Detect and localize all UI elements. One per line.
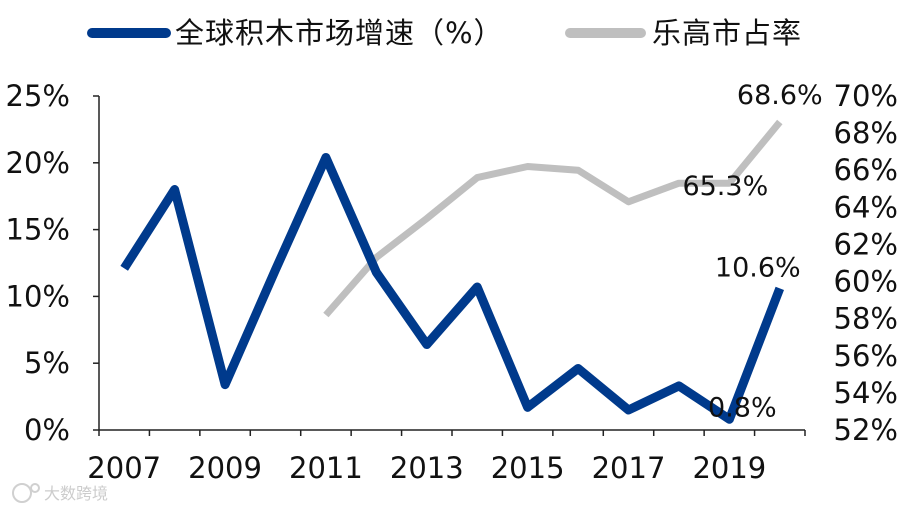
y-right-tick-label: 60% (834, 265, 898, 299)
watermark-logo-dot (30, 483, 40, 493)
y-left-tick-label: 5% (24, 346, 70, 380)
data-label: 10.6% (715, 252, 801, 283)
y-left-tick-label: 25% (6, 79, 70, 113)
y-right-tick-label: 62% (834, 227, 898, 261)
data-label: 65.3% (682, 171, 768, 202)
y-right-tick-label: 70% (834, 79, 898, 113)
data-label: 0.8% (708, 392, 777, 423)
x-tick-label: 2019 (692, 451, 766, 485)
legend-label-market-growth: 全球积木市场增速（%） (175, 16, 504, 50)
legend: 全球积木市场增速（%） 乐高市占率 (87, 16, 802, 50)
y-right-tick-label: 52% (834, 413, 898, 447)
y-left-tick-label: 20% (6, 146, 70, 180)
y-right-tick-label: 64% (834, 190, 898, 224)
y-right-tick-label: 54% (834, 376, 898, 410)
x-tick-label: 2007 (87, 451, 161, 485)
series-line-market-growth (120, 153, 784, 424)
watermark: 大数跨境 (12, 483, 108, 503)
y-right-tick-label: 66% (834, 153, 898, 187)
data-label: 68.6% (737, 80, 823, 111)
series-line-lego-share (323, 119, 783, 318)
legend-label-lego-share: 乐高市占率 (652, 16, 802, 50)
y-right-tick-label: 68% (834, 116, 898, 150)
axes: 0% 5% 10% 15% 20% 25% 52%54%56%58%60% 62%64%66%… (6, 79, 898, 485)
x-tick-label: 2009 (188, 451, 262, 485)
y-left-tick-label: 10% (6, 279, 70, 313)
series (120, 119, 784, 424)
x-tick-label: 2015 (491, 451, 565, 485)
watermark-logo-icon (12, 483, 32, 503)
data-labels: 68.6% 65.3% 10.6% 0.8% (682, 80, 822, 423)
x-tick-label: 2017 (592, 451, 666, 485)
y-right-tick-label: 56% (834, 339, 898, 373)
x-tick-label: 2013 (390, 451, 464, 485)
y-left-tick-label: 0% (24, 413, 70, 447)
x-tick-label: 2011 (289, 451, 363, 485)
watermark-text: 大数跨境 (44, 484, 108, 503)
y-right-tick-label: 58% (834, 302, 898, 336)
y-left-tick-label: 15% (6, 213, 70, 247)
